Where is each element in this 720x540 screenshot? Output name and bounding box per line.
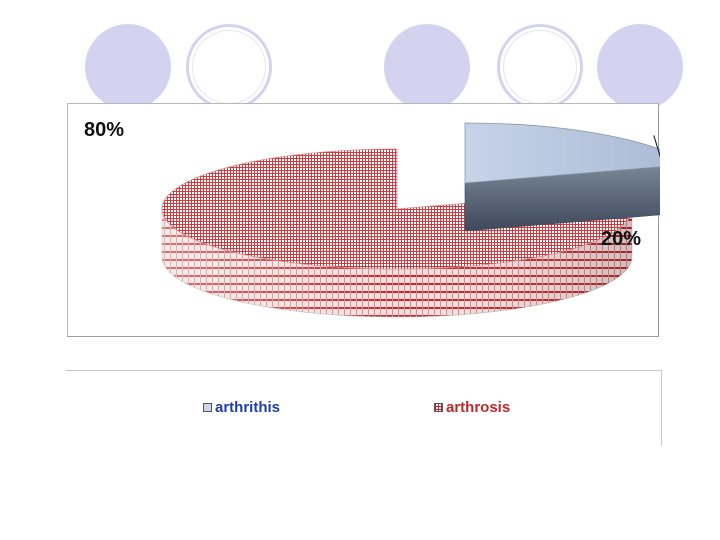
data-label-arthrithis: 20% bbox=[601, 228, 641, 250]
data-label-arthrosis: 80% bbox=[84, 119, 124, 141]
decor-circle bbox=[497, 24, 583, 110]
legend-item-arthrosis: arthrosis bbox=[434, 399, 510, 416]
chart-legend: arthrithis arthrosis bbox=[66, 370, 662, 446]
legend-item-arthrithis: arthrithis bbox=[203, 399, 280, 416]
decor-circle bbox=[597, 24, 683, 110]
decor-circle bbox=[186, 24, 272, 110]
legend-label: arthrosis bbox=[446, 399, 511, 416]
legend-swatch-arthrosis bbox=[434, 403, 443, 412]
decor-circle bbox=[85, 24, 171, 110]
pie-chart: 20% 80% bbox=[84, 119, 660, 318]
pie-slice-arthrosis bbox=[161, 148, 633, 270]
pie-side-shade bbox=[162, 209, 632, 317]
legend-label: arthrithis bbox=[215, 399, 281, 416]
legend-swatch-arthrithis bbox=[203, 403, 212, 412]
pie-slice-arthrithis bbox=[464, 122, 660, 184]
chart-plot-area: 20% 80% bbox=[67, 103, 660, 337]
decor-circle bbox=[384, 24, 470, 110]
